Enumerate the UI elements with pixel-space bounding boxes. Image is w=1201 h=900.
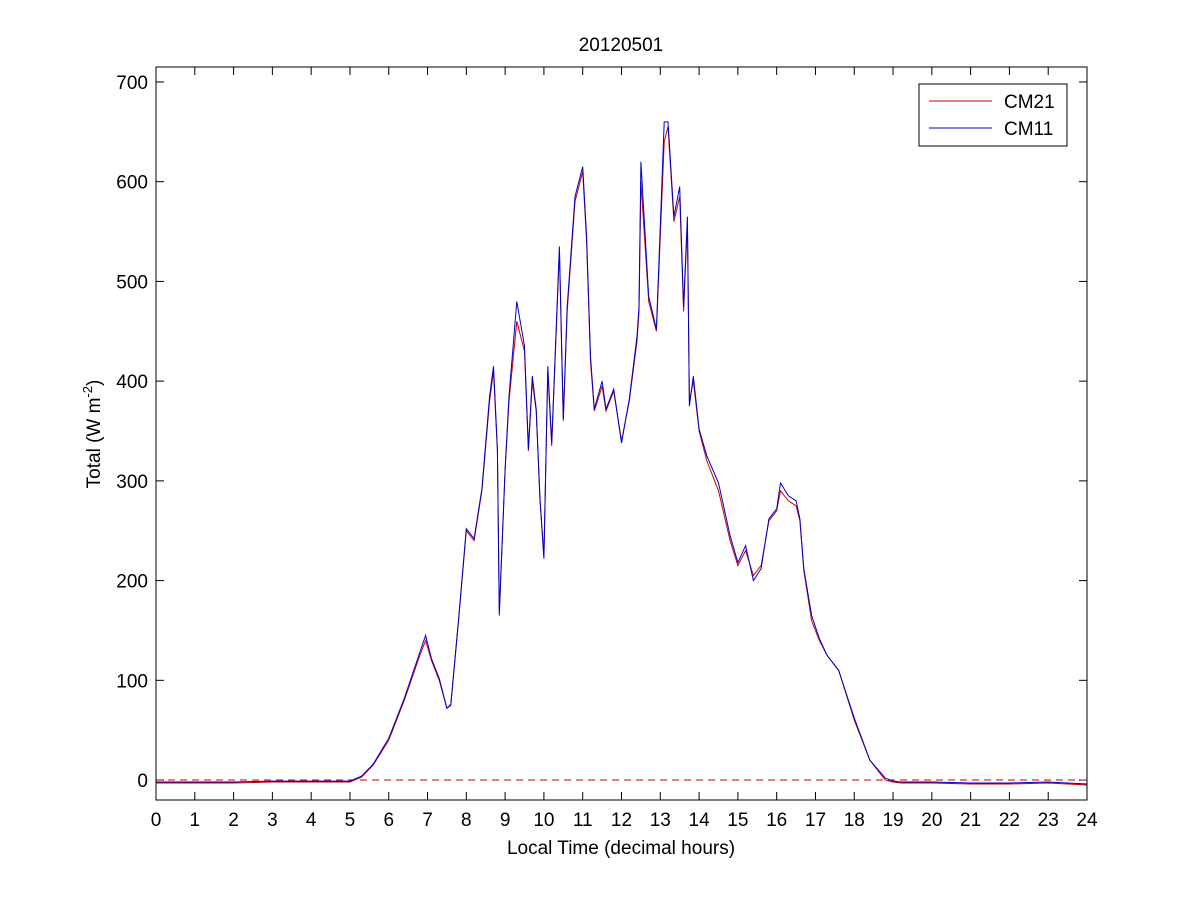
x-tick-label: 13	[650, 810, 671, 831]
x-tick-label: 4	[306, 810, 317, 831]
x-tick-label: 6	[383, 810, 394, 831]
x-tick-label: 19	[882, 810, 903, 831]
y-tick-label: 200	[116, 572, 148, 593]
y-axis-label-prefix: Total (W m	[84, 398, 105, 489]
y-tick-label: 400	[116, 372, 148, 393]
y-tick-label: 300	[116, 472, 148, 493]
x-tick-label: 17	[805, 810, 826, 831]
y-tick-label: 700	[116, 73, 148, 94]
x-tick-label: 24	[1076, 810, 1098, 831]
legend: CM21 CM11	[918, 83, 1068, 147]
x-tick-label: 16	[766, 810, 787, 831]
x-tick-label: 2	[228, 810, 239, 831]
y-tick-label: 500	[116, 272, 148, 293]
y-axis-label-suffix: )	[84, 380, 105, 386]
plot-area-frame	[155, 66, 1088, 801]
x-tick-label: 18	[844, 810, 865, 831]
x-tick-label: 22	[999, 810, 1020, 831]
legend-label-cm11: CM11	[1004, 119, 1053, 140]
x-tick-label: 20	[921, 810, 942, 831]
x-tick-label: 7	[422, 810, 433, 831]
y-axis-label: Total (W m-2)	[80, 380, 105, 489]
x-tick-label: 5	[345, 810, 356, 831]
x-tick-label: 1	[190, 810, 201, 831]
x-tick-label: 8	[461, 810, 472, 831]
y-tick-label: 100	[116, 671, 148, 692]
legend-box	[918, 83, 1068, 147]
legend-label-cm21: CM21	[1004, 92, 1055, 113]
x-tick-label: 11	[573, 810, 593, 831]
x-tick-label: 10	[533, 810, 554, 831]
x-axis-label: Local Time (decimal hours)	[507, 838, 735, 859]
chart-title: 20120501	[579, 35, 664, 56]
x-tick-label: 3	[267, 810, 278, 831]
y-ticks: 0 100 200 300 400 500 600 700	[116, 73, 1087, 792]
series-group	[156, 121, 1088, 786]
x-tick-label: 14	[689, 810, 711, 831]
x-tick-label: 23	[1038, 810, 1059, 831]
y-axis-label-superscript: -2	[80, 386, 95, 398]
series-line-cm11	[156, 121, 1088, 785]
x-tick-label: 0	[151, 810, 162, 831]
y-tick-label: 0	[137, 771, 148, 792]
x-tick-label: 12	[611, 810, 632, 831]
y-tick-label: 600	[116, 173, 148, 194]
x-tick-label: 21	[960, 810, 981, 831]
x-tick-label: 15	[727, 810, 748, 831]
x-ticks: 0 1 2 3 4 5 6 7 8 9 10 11 12 13 14 15 16 17 18 19 20 21 22 23 24	[151, 67, 1098, 831]
x-tick-label: 9	[500, 810, 511, 831]
